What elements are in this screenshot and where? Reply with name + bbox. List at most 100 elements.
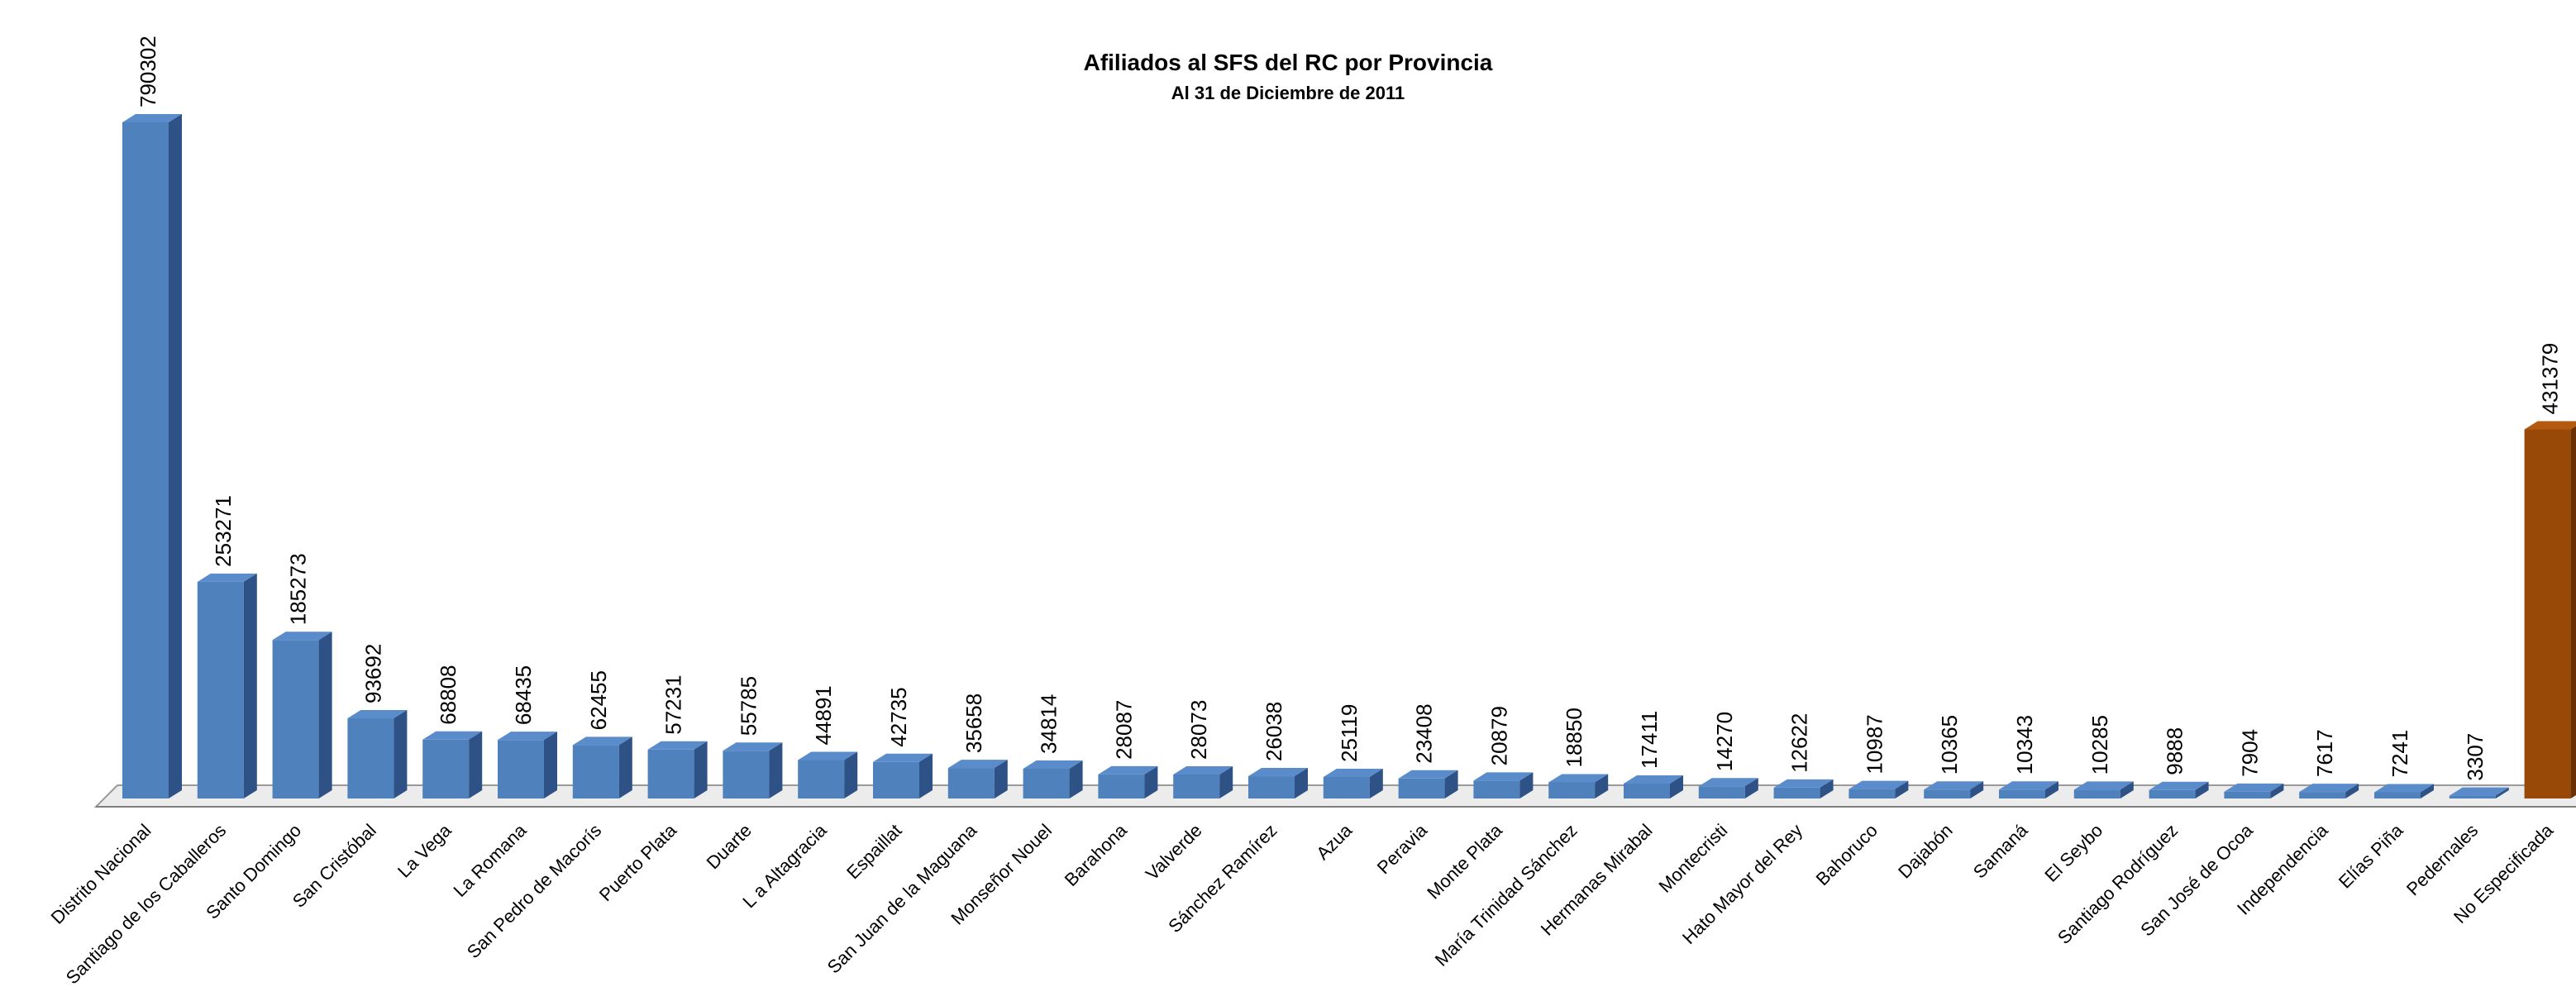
bar-top	[1624, 775, 1683, 784]
value-label: 431379	[2538, 343, 2563, 415]
bar-6	[572, 736, 632, 798]
value-label: 55785	[736, 676, 761, 736]
bar-top	[2149, 781, 2209, 790]
bar-23	[1849, 780, 1909, 798]
bar-top	[498, 732, 557, 741]
bar-front	[1698, 786, 1745, 798]
bar-side	[318, 632, 332, 798]
bar-side	[2421, 784, 2434, 798]
bar-top	[647, 741, 708, 750]
bar-30	[2374, 784, 2434, 798]
category-label: Peravia	[1373, 819, 1432, 878]
bar-side	[844, 751, 858, 798]
bar-side	[1219, 765, 1233, 798]
value-label: 18850	[1562, 708, 1586, 767]
bar-25	[1999, 781, 2058, 798]
bar-14	[1173, 765, 1233, 798]
value-label: 14270	[1712, 712, 1737, 771]
bar-side	[1069, 760, 1083, 798]
bar-front	[1924, 789, 1971, 798]
bar-front	[1398, 778, 1445, 798]
bar-0	[122, 114, 182, 798]
bar-3	[347, 710, 408, 798]
bar-side	[1295, 768, 1308, 798]
category-label: Barahona	[1061, 819, 1132, 890]
bar-side	[694, 741, 708, 798]
bar-top	[347, 710, 408, 719]
category-label: Montecristi	[1654, 820, 1731, 897]
value-labels-group: 790302 253271 185273 93692 68808 68435 62455 57…	[136, 36, 2563, 780]
category-label: Duarte	[703, 820, 756, 873]
bar-top	[572, 736, 632, 746]
bar-front	[947, 768, 995, 798]
value-label: 10365	[1937, 715, 1962, 775]
bar-front	[1023, 768, 1070, 798]
category-label: Valverde	[1142, 820, 1206, 884]
bar-front	[1173, 774, 1220, 798]
bar-19	[1548, 774, 1609, 798]
bar-top	[1849, 780, 1909, 789]
bar-side	[1970, 781, 1984, 798]
bar-18	[1473, 772, 1534, 798]
bar-side	[618, 736, 632, 798]
bar-top	[1023, 760, 1083, 769]
bar-front	[1248, 776, 1295, 798]
bar-top	[2374, 784, 2434, 793]
bar-top	[1548, 774, 1609, 783]
bar-front	[122, 122, 169, 798]
bar-17	[1398, 770, 1458, 798]
bar-top	[2449, 787, 2509, 796]
bar-side	[544, 732, 557, 798]
bar-side	[994, 760, 1008, 798]
value-label: 7904	[2237, 729, 2262, 777]
category-label: Dajabón	[1894, 820, 1957, 883]
bar-side	[2120, 781, 2134, 798]
bar-2	[272, 632, 332, 798]
bar-13	[1098, 765, 1158, 798]
value-label: 23408	[1412, 703, 1437, 763]
bar-1	[197, 573, 257, 798]
value-label: 20879	[1486, 706, 1511, 765]
bar-front	[1323, 777, 1370, 798]
value-label: 253271	[211, 495, 236, 567]
bar-front	[2449, 795, 2496, 798]
bar-32	[2524, 421, 2576, 798]
value-label: 28073	[1186, 700, 1211, 760]
bar-side	[2495, 787, 2509, 798]
bar-front	[572, 745, 619, 798]
bars-group	[122, 114, 2576, 798]
bar-top	[723, 742, 783, 751]
bar-front	[2374, 792, 2421, 798]
bar-top	[1323, 769, 1383, 778]
bar-24	[1924, 781, 1984, 798]
value-label: 28087	[1111, 700, 1136, 760]
bar-28	[2224, 783, 2284, 798]
bar-side	[2045, 781, 2058, 798]
category-label: Santiago de los Caballeros	[62, 820, 231, 989]
bar-front	[873, 761, 919, 798]
value-label: 790302	[136, 36, 160, 107]
value-label: 10343	[2012, 715, 2037, 775]
bar-8	[723, 742, 783, 798]
bar-22	[1773, 779, 1834, 798]
bar-top	[947, 760, 1008, 769]
category-label: Pedernales	[2402, 820, 2482, 899]
value-label: 26038	[1262, 702, 1286, 761]
bar-top	[122, 114, 182, 122]
bar-top	[2524, 421, 2576, 430]
bar-front	[197, 581, 244, 798]
value-label: 68808	[436, 665, 460, 724]
bar-front	[498, 740, 544, 798]
category-label: La Vega	[394, 819, 456, 881]
value-label: 44891	[811, 685, 836, 745]
category-label: Monte Plata	[1423, 819, 1506, 903]
bar-29	[2299, 784, 2359, 798]
value-label: 62455	[586, 670, 611, 730]
bar-side	[1444, 770, 1458, 798]
bar-top	[422, 731, 483, 740]
bar-side	[769, 742, 783, 798]
value-label: 185273	[286, 553, 311, 625]
bar-front	[1624, 783, 1670, 798]
